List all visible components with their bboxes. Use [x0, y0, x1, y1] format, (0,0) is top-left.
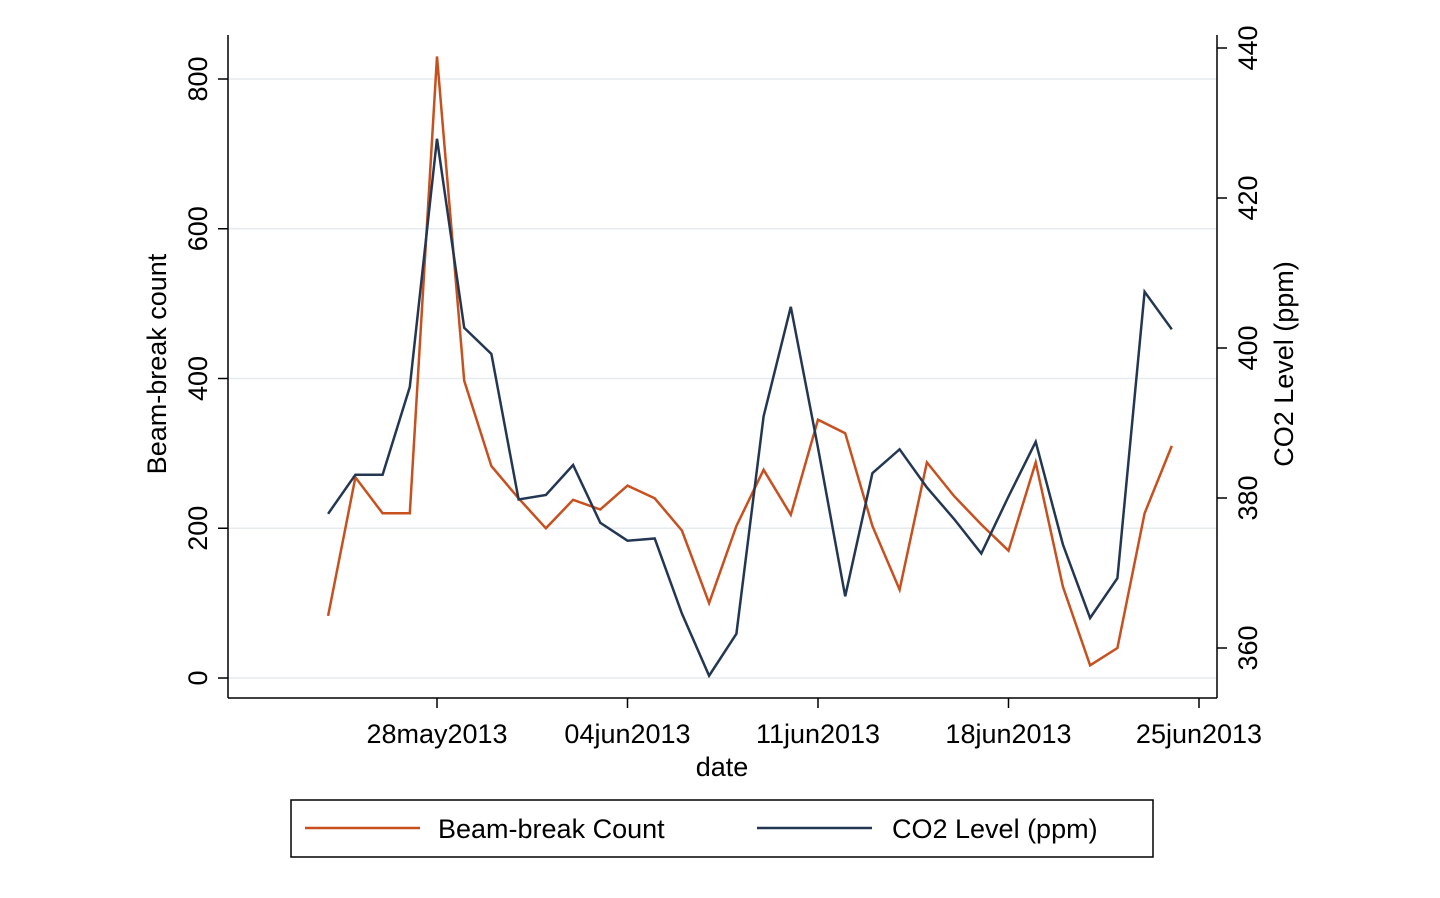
left-y-axis-title: Beam-break count [142, 253, 172, 474]
right-tick-label-3: 420 [1233, 175, 1263, 220]
right-y-axis-title: CO2 Level (ppm) [1269, 261, 1299, 467]
left-tick-label-3: 600 [183, 206, 213, 251]
left-tick-label-4: 800 [183, 56, 213, 101]
x-axis-ticks: 28may2013 04jun2013 11jun2013 18jun2013 25ju… [366, 698, 1262, 749]
right-y-axis-ticks: 360 380 400 420 440 [1217, 25, 1263, 671]
legend-box [290, 799, 1154, 858]
x-tick-label-2: 11jun2013 [756, 719, 880, 749]
right-tick-label-0: 360 [1233, 625, 1263, 670]
series-lines [326, 56, 1173, 679]
x-tick-label-4: 25jun2013 [1136, 719, 1262, 749]
left-tick-label-1: 200 [183, 506, 213, 551]
axes [227, 35, 1218, 699]
right-tick-label-2: 400 [1233, 325, 1263, 370]
right-tick-label-4: 440 [1233, 25, 1263, 70]
series-line-beam-break [326, 56, 1173, 668]
left-tick-label-0: 0 [183, 670, 213, 685]
legend-label-co2: CO2 Level (ppm) [892, 814, 1098, 844]
left-tick-label-2: 400 [183, 356, 213, 401]
legend: Beam-break Count CO2 Level (ppm) [290, 799, 1154, 858]
x-tick-label-0: 28may2013 [366, 719, 507, 749]
series-line-co2 [327, 138, 1173, 679]
x-tick-label-3: 18jun2013 [945, 719, 1071, 749]
left-y-axis-ticks: 0 200 400 600 800 [183, 56, 228, 686]
legend-label-beam-break: Beam-break Count [438, 814, 665, 844]
right-tick-label-1: 380 [1233, 475, 1263, 520]
gridlines [228, 78, 1217, 679]
x-axis-title: date [696, 752, 749, 782]
x-tick-label-1: 04jun2013 [564, 719, 690, 749]
